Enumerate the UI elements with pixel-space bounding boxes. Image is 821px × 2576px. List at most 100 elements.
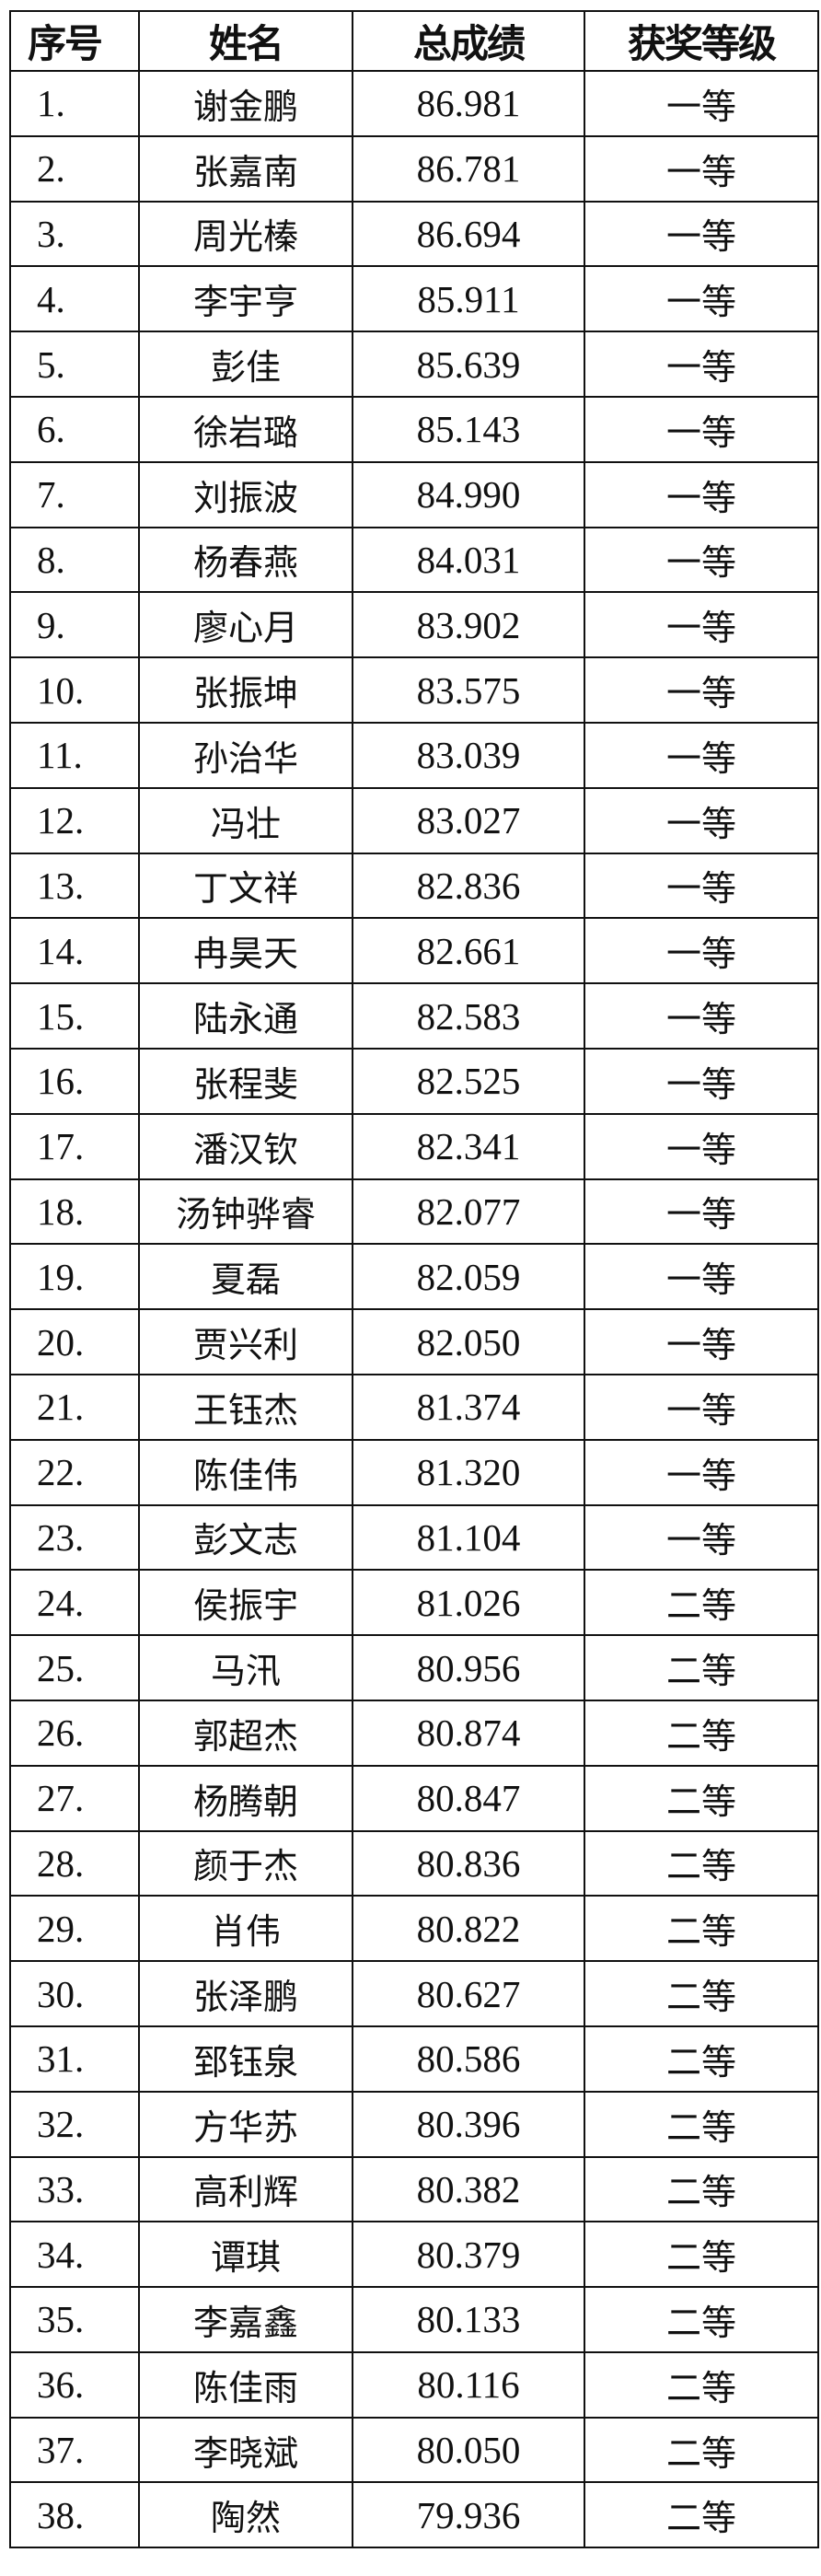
- cell-name: 张泽鹏: [138, 1960, 353, 2027]
- cell-seq: 13.: [9, 852, 140, 920]
- table-row: 18. 汤钟骅睿 82.077 一等: [9, 1178, 819, 1246]
- table-row: 24. 侯振宇 81.026 二等: [9, 1569, 819, 1637]
- table-row: 1. 谢金鹏 86.981 一等: [9, 70, 819, 137]
- cell-award-level: 一等: [584, 70, 819, 137]
- cell-award-level: 二等: [584, 1569, 819, 1637]
- cell-award-level: 一等: [584, 786, 819, 854]
- cell-name: 夏磊: [138, 1243, 353, 1311]
- cell-total-score: 79.936: [352, 2481, 585, 2549]
- cell-award-level: 一等: [584, 395, 819, 463]
- cell-name: 杨腾朝: [138, 1764, 353, 1832]
- cell-award-level: 二等: [584, 1699, 819, 1767]
- cell-seq: 26.: [9, 1699, 140, 1767]
- header-total-score: 总成绩: [352, 10, 585, 72]
- table-row: 36. 陈佳雨 80.116 二等: [9, 2350, 819, 2419]
- table-row: 19. 夏磊 82.059 一等: [9, 1243, 819, 1311]
- cell-award-level: 二等: [584, 2481, 819, 2549]
- cell-award-level: 一等: [584, 134, 819, 203]
- header-award-level: 获奖等级: [584, 10, 819, 72]
- cell-award-level: 一等: [584, 1112, 819, 1180]
- cell-total-score: 83.039: [352, 721, 585, 789]
- cell-seq: 36.: [9, 2350, 140, 2419]
- table-row: 20. 贾兴利 82.050 一等: [9, 1308, 819, 1375]
- table-row: 29. 肖伟 80.822 二等: [9, 1895, 819, 1963]
- cell-seq: 20.: [9, 1308, 140, 1375]
- cell-award-level: 一等: [584, 331, 819, 398]
- cell-award-level: 一等: [584, 852, 819, 920]
- cell-award-level: 二等: [584, 1895, 819, 1963]
- cell-seq: 28.: [9, 1829, 140, 1897]
- cell-total-score: 80.133: [352, 2286, 585, 2353]
- cell-award-level: 一等: [584, 721, 819, 789]
- cell-award-level: 二等: [584, 2090, 819, 2158]
- cell-name: 廖心月: [138, 591, 353, 659]
- cell-total-score: 80.847: [352, 1764, 585, 1832]
- table-row: 27. 杨腾朝 80.847 二等: [9, 1764, 819, 1832]
- cell-total-score: 85.911: [352, 265, 585, 333]
- cell-seq: 19.: [9, 1243, 140, 1311]
- cell-award-level: 一等: [584, 526, 819, 594]
- cell-award-level: 一等: [584, 1047, 819, 1115]
- table-row: 25. 马汛 80.956 二等: [9, 1634, 819, 1701]
- table-row: 31. 郅钰泉 80.586 二等: [9, 2025, 819, 2093]
- cell-name: 王钰杰: [138, 1373, 353, 1441]
- cell-name: 李嘉鑫: [138, 2286, 353, 2353]
- cell-award-level: 一等: [584, 1373, 819, 1441]
- cell-total-score: 82.583: [352, 982, 585, 1050]
- cell-total-score: 82.661: [352, 917, 585, 985]
- cell-seq: 27.: [9, 1764, 140, 1832]
- header-seq: 序号: [9, 10, 140, 72]
- table-row: 23. 彭文志 81.104 一等: [9, 1503, 819, 1572]
- cell-award-level: 一等: [584, 1438, 819, 1506]
- cell-total-score: 81.374: [352, 1373, 585, 1441]
- cell-award-level: 一等: [584, 1178, 819, 1246]
- cell-total-score: 86.981: [352, 70, 585, 137]
- cell-seq: 29.: [9, 1895, 140, 1963]
- award-results-table: 序号 姓名 总成绩 获奖等级 1. 谢金鹏 86.981 一等 2. 张嘉南 86.781 一…: [9, 10, 819, 2549]
- cell-name: 汤钟骅睿: [138, 1178, 353, 1246]
- cell-total-score: 83.027: [352, 786, 585, 854]
- cell-total-score: 80.116: [352, 2350, 585, 2419]
- table-row: 15. 陆永通 82.583 一等: [9, 982, 819, 1050]
- cell-seq: 24.: [9, 1569, 140, 1637]
- cell-seq: 16.: [9, 1047, 140, 1115]
- cell-award-level: 一等: [584, 265, 819, 333]
- table-row: 12. 冯壮 83.027 一等: [9, 786, 819, 854]
- cell-total-score: 81.104: [352, 1503, 585, 1572]
- cell-name: 肖伟: [138, 1895, 353, 1963]
- cell-seq: 17.: [9, 1112, 140, 1180]
- cell-name: 陈佳雨: [138, 2350, 353, 2419]
- cell-total-score: 82.525: [352, 1047, 585, 1115]
- table-row: 6. 徐岩璐 85.143 一等: [9, 395, 819, 463]
- cell-name: 陶然: [138, 2481, 353, 2549]
- table-row: 33. 高利辉 80.382 二等: [9, 2155, 819, 2223]
- cell-award-level: 一等: [584, 917, 819, 985]
- cell-total-score: 80.956: [352, 1634, 585, 1701]
- cell-total-score: 80.586: [352, 2025, 585, 2093]
- table-row: 4. 李宇亨 85.911 一等: [9, 265, 819, 333]
- cell-name: 高利辉: [138, 2155, 353, 2223]
- header-name: 姓名: [138, 10, 353, 72]
- cell-seq: 3.: [9, 200, 140, 268]
- table-row: 8. 杨春燕 84.031 一等: [9, 526, 819, 594]
- cell-name: 李宇亨: [138, 265, 353, 333]
- cell-seq: 18.: [9, 1178, 140, 1246]
- cell-name: 陈佳伟: [138, 1438, 353, 1506]
- table-row: 11. 孙治华 83.039 一等: [9, 721, 819, 789]
- cell-seq: 6.: [9, 395, 140, 463]
- cell-name: 张程斐: [138, 1047, 353, 1115]
- cell-total-score: 85.143: [352, 395, 585, 463]
- cell-seq: 38.: [9, 2481, 140, 2549]
- table-row: 3. 周光榛 86.694 一等: [9, 200, 819, 268]
- table-row: 22. 陈佳伟 81.320 一等: [9, 1438, 819, 1506]
- cell-name: 陆永通: [138, 982, 353, 1050]
- cell-seq: 5.: [9, 331, 140, 398]
- cell-award-level: 一等: [584, 200, 819, 268]
- cell-award-level: 一等: [584, 1503, 819, 1572]
- cell-total-score: 86.781: [352, 134, 585, 203]
- table-row: 38. 陶然 79.936 二等: [9, 2481, 819, 2549]
- cell-award-level: 二等: [584, 2025, 819, 2093]
- cell-name: 周光榛: [138, 200, 353, 268]
- cell-seq: 11.: [9, 721, 140, 789]
- cell-award-level: 二等: [584, 1960, 819, 2027]
